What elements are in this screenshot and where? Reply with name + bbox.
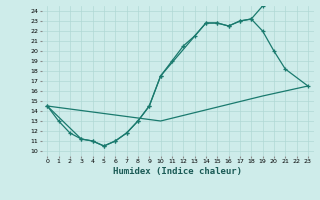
X-axis label: Humidex (Indice chaleur): Humidex (Indice chaleur) [113, 167, 242, 176]
